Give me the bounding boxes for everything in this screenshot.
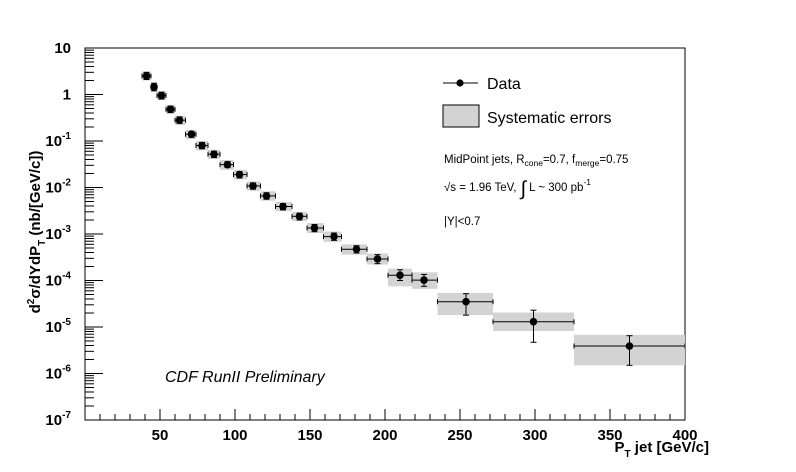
- x-tick-label-5: 300: [522, 427, 547, 444]
- legend-label-data: Data: [487, 76, 521, 93]
- data-marker-14: [310, 224, 319, 232]
- data-point-1: [150, 82, 158, 92]
- data-marker-15: [330, 232, 338, 241]
- y-tick-label-0: 10: [54, 40, 71, 57]
- data-point-4: [174, 116, 186, 125]
- y-tick-labels: 10 1 10-1 10-2 10-3 10-4 10-5 10-6 10-7: [45, 40, 71, 429]
- info-line-2: √s = 1.96 TeV, ∫ L ~ 300 pb-1: [444, 177, 591, 200]
- data-marker-17: [373, 255, 382, 263]
- x-tick-label-1: 100: [222, 427, 247, 444]
- data-marker-16: [352, 245, 361, 254]
- x-axis-title: PT jet [GeV/c]: [615, 439, 709, 460]
- data-marker-9: [235, 170, 244, 179]
- data-point-21: [492, 309, 575, 343]
- data-point-22: [573, 335, 686, 366]
- data-point-16: [341, 245, 368, 254]
- info-line-1: MidPoint jets, Rcone=0.7, fmerge=0.75: [444, 154, 628, 168]
- data-point-14: [306, 224, 324, 233]
- data-point-7: [207, 150, 221, 159]
- major-ticks: [85, 47, 686, 421]
- data-point-15: [323, 232, 342, 241]
- data-point-8: [219, 160, 234, 169]
- legend-marker-icon: [456, 79, 464, 87]
- data-point-18: [387, 269, 413, 281]
- data-point-6: [195, 141, 209, 150]
- data-marker-13: [295, 212, 304, 221]
- y-tick-label-7: 10-6: [45, 364, 71, 383]
- data-marker-5: [187, 130, 196, 139]
- data-marker-6: [198, 141, 206, 150]
- data-point-17: [366, 254, 389, 265]
- data-marker-3: [166, 105, 175, 114]
- data-point-12: [275, 202, 293, 211]
- y-tick-label-5: 10-4: [45, 271, 71, 290]
- minor-ticks: [85, 49, 671, 420]
- y-tick-label-3: 10-2: [45, 178, 71, 197]
- data-point-13: [291, 212, 308, 221]
- data-point-11: [260, 192, 276, 200]
- legend-item-systematic: Systematic errors: [442, 104, 611, 128]
- data-marker-11: [262, 192, 271, 200]
- data-marker-2: [157, 91, 166, 100]
- y-tick-label-8: 10-7: [45, 410, 71, 429]
- data-marker-19: [420, 276, 428, 284]
- data-point-20: [437, 293, 494, 316]
- x-tick-label-4: 250: [447, 427, 472, 444]
- data-marker-21: [529, 317, 538, 326]
- x-tick-label-7: 400: [672, 427, 697, 444]
- x-tick-label-2: 150: [297, 427, 322, 444]
- preliminary-label: CDF RunII Preliminary: [165, 369, 326, 386]
- data-marker-18: [396, 271, 404, 280]
- y-tick-label-4: 10-3: [45, 224, 71, 243]
- data-marker-10: [249, 182, 257, 190]
- data-marker-4: [175, 116, 184, 125]
- data-marker-1: [150, 83, 158, 91]
- x-tick-label-3: 200: [372, 427, 397, 444]
- x-tick-labels: 50 100 150 200 250 300 350 400: [152, 427, 698, 444]
- data-marker-20: [462, 297, 470, 306]
- y-tick-label-2: 10-1: [45, 131, 71, 150]
- data-point-9: [233, 170, 248, 179]
- data-point-19: [411, 273, 438, 287]
- info-line-3: |Y|<0.7: [444, 216, 480, 228]
- x-tick-label-6: 350: [597, 427, 622, 444]
- data-point-3: [165, 105, 176, 114]
- data-points: [141, 71, 686, 366]
- x-tick-label-0: 50: [152, 427, 169, 444]
- y-tick-label-1: 1: [63, 87, 71, 104]
- legend-item-data: Data: [443, 76, 521, 93]
- info-text: MidPoint jets, Rcone=0.7, fmerge=0.75 √s…: [444, 154, 628, 228]
- data-point-0: [141, 71, 152, 81]
- data-marker-12: [279, 202, 287, 211]
- data-point-5: [185, 130, 197, 139]
- legend-box-icon: [442, 104, 480, 128]
- y-axis-title: d2σ/dYdPT (nb/[GeV/c]): [26, 151, 48, 314]
- y-tick-label-6: 10-5: [45, 317, 71, 336]
- legend: Data Systematic errors: [442, 76, 611, 128]
- data-marker-8: [223, 160, 232, 169]
- data-marker-0: [142, 72, 151, 80]
- data-point-10: [246, 182, 261, 190]
- legend-label-systematic: Systematic errors: [487, 110, 611, 127]
- data-marker-22: [625, 342, 634, 350]
- data-point-2: [156, 91, 167, 100]
- data-marker-7: [210, 150, 218, 159]
